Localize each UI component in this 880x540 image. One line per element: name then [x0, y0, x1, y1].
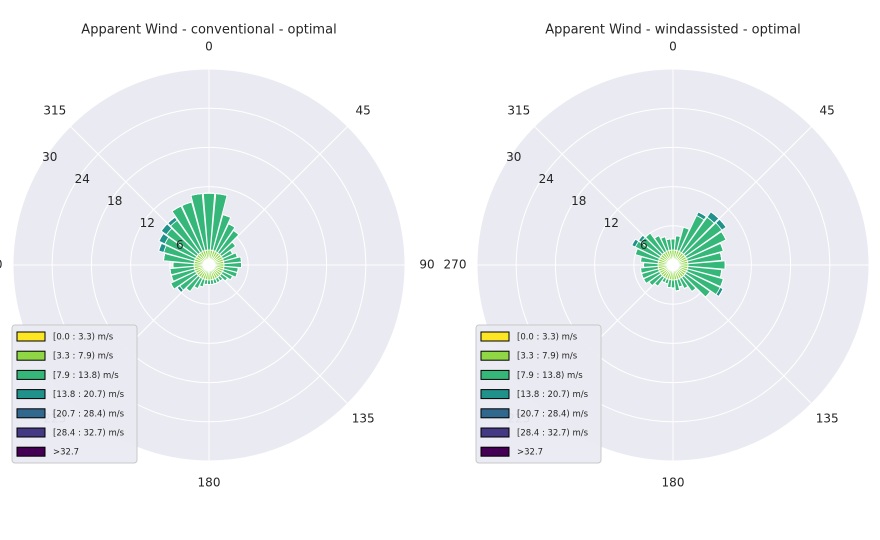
- legend-swatch: [16, 369, 46, 380]
- legend-label: [20.7 : 28.4) m/s: [53, 409, 125, 419]
- theta-tick-label: 135: [816, 412, 839, 426]
- wedge: [181, 201, 192, 206]
- wedge: [207, 279, 211, 286]
- wedge: [237, 267, 239, 273]
- legend-label: >32.7: [517, 448, 543, 458]
- legend-label: [7.9 : 13.8) m/s: [53, 371, 119, 381]
- legend-label: [3.3 : 7.9) m/s: [517, 352, 578, 362]
- theta-tick-label: 45: [820, 103, 835, 117]
- r-tick-label: 12: [604, 216, 619, 230]
- theta-tick-label: 90: [419, 258, 434, 272]
- theta-tick-label: 270: [444, 258, 467, 272]
- legend-label: [7.9 : 13.8) m/s: [517, 371, 583, 381]
- legend-swatch: [16, 350, 46, 361]
- r-tick-label: 18: [107, 194, 122, 208]
- legend-label: [28.4 : 32.7) m/s: [53, 429, 125, 439]
- wedge: [720, 243, 724, 252]
- r-tick-label: 18: [571, 194, 586, 208]
- wedge: [215, 193, 228, 196]
- theta-tick-label: 135: [352, 412, 375, 426]
- legend-swatch: [480, 350, 510, 361]
- r-tick-label: 30: [506, 150, 521, 164]
- theta-tick-label: 0: [669, 40, 677, 54]
- legend-swatch: [16, 446, 46, 457]
- r-tick-label: 6: [640, 238, 648, 252]
- wedge: [648, 281, 653, 286]
- wedge: [645, 232, 651, 238]
- theta-tick-label: 180: [662, 476, 685, 490]
- legend-swatch: [480, 331, 510, 342]
- legend-label: [13.8 : 20.7) m/s: [53, 390, 125, 400]
- wedge: [170, 275, 174, 282]
- legend-swatch: [16, 408, 46, 419]
- wedge: [158, 233, 164, 242]
- wedge: [640, 268, 642, 274]
- wedge: [654, 283, 659, 287]
- wedge: [176, 287, 182, 293]
- legend-swatch: [16, 427, 46, 438]
- wedge: [240, 256, 242, 262]
- wedge: [660, 236, 666, 239]
- r-tick-label: 6: [176, 238, 184, 252]
- r-tick-label: 24: [75, 172, 90, 186]
- legend-label: [0.0 : 3.3) m/s: [53, 333, 114, 343]
- legend-label: [28.4 : 32.7) m/s: [517, 429, 589, 439]
- wedge: [675, 289, 680, 292]
- wedge: [232, 241, 236, 247]
- r-tick-label: 12: [140, 216, 155, 230]
- wedge: [640, 256, 642, 262]
- legend-swatch: [16, 331, 46, 342]
- wedge: [225, 278, 228, 282]
- theta-tick-label: 270: [0, 258, 2, 272]
- theta-tick-label: 0: [205, 40, 213, 54]
- grid-spoke: [208, 264, 348, 404]
- wedge: [641, 273, 644, 279]
- legend-swatch: [16, 389, 46, 400]
- theta-tick-label: 45: [356, 103, 371, 117]
- legend-label: [20.7 : 28.4) m/s: [517, 409, 589, 419]
- wedge: [718, 288, 724, 297]
- wedge: [667, 286, 671, 289]
- wedge: [675, 235, 681, 237]
- legend-swatch: [480, 446, 510, 457]
- wedge: [230, 249, 233, 254]
- legend-swatch: [480, 389, 510, 400]
- legend-label: >32.7: [53, 448, 79, 458]
- theta-tick-label: 180: [198, 476, 221, 490]
- legend-swatch: [480, 369, 510, 380]
- wedge: [171, 205, 182, 212]
- wedge: [235, 272, 238, 278]
- wedge: [691, 288, 697, 292]
- theta-tick-label: 315: [507, 103, 530, 117]
- r-tick-label: 24: [539, 172, 554, 186]
- legend-swatch: [480, 427, 510, 438]
- chart-title: Apparent Wind - conventional - optimal: [81, 23, 336, 38]
- legend-label: [3.3 : 7.9) m/s: [53, 352, 114, 362]
- wedge: [684, 286, 689, 289]
- theta-tick-label: 315: [43, 103, 66, 117]
- r-tick-label: 30: [42, 150, 57, 164]
- legend-swatch: [480, 408, 510, 419]
- wedge: [160, 223, 168, 232]
- wedge: [666, 238, 671, 241]
- wedge: [235, 252, 238, 258]
- chart-title: Apparent Wind - windassisted - optimal: [545, 23, 801, 38]
- legend-label: [0.0 : 3.3) m/s: [517, 333, 578, 343]
- legend-label: [13.8 : 20.7) m/s: [517, 390, 589, 400]
